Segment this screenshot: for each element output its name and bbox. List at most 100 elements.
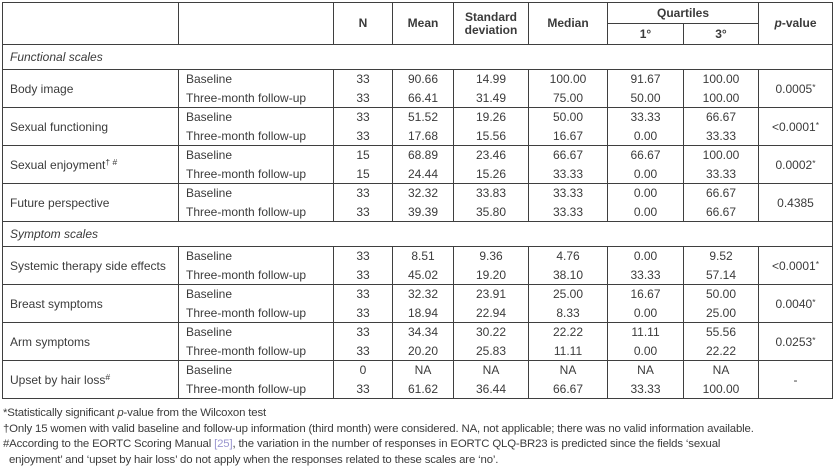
- p-value: <0.0001*: [758, 107, 833, 146]
- footnote-text: #According to the EORTC Scoring Manual: [3, 438, 215, 450]
- timepoint-label: Three-month follow-up: [178, 88, 334, 108]
- q1-value: 0.00: [607, 164, 684, 184]
- q3-value: 100.00: [683, 69, 759, 89]
- median-value: 4.76: [528, 246, 608, 266]
- header-median: Median: [528, 2, 608, 45]
- p-value: 0.0040*: [758, 284, 833, 323]
- header-scale-blank: [2, 2, 179, 45]
- scale-name: Upset by hair loss#: [2, 360, 179, 399]
- timepoint-label: Baseline: [178, 284, 334, 304]
- scale-text: Body image: [10, 81, 74, 96]
- p-value: -: [758, 360, 833, 399]
- median-value: 66.67: [528, 379, 608, 399]
- median-value: 22.22: [528, 322, 608, 342]
- citation-link-25[interactable]: [25]: [214, 438, 233, 450]
- q3-value: 66.67: [683, 107, 759, 127]
- header-quartile-3: 3°: [683, 23, 759, 45]
- sd-value: 25.83: [453, 341, 529, 361]
- q1-value: 33.33: [607, 379, 684, 399]
- q3-value: 25.00: [683, 303, 759, 323]
- median-value: 100.00: [528, 69, 608, 89]
- q3-value: NA: [683, 360, 759, 380]
- q1-value: 66.67: [607, 145, 684, 165]
- header-quartiles: Quartiles: [607, 2, 759, 24]
- footnote-hash-continued: enjoyment’ and ‘upset by hair loss’ do n…: [9, 453, 499, 466]
- n-value: 33: [333, 126, 393, 146]
- q3-value: 9.52: [683, 246, 759, 266]
- timepoint-label: Baseline: [178, 360, 334, 380]
- header-mean: Mean: [392, 2, 454, 45]
- mean-value: 61.62: [392, 379, 454, 399]
- p-value: 0.0002*: [758, 145, 833, 184]
- table-row: Breast symptoms Baseline 33 32.32 23.91 …: [2, 284, 833, 323]
- section-label: Symptom scales: [2, 221, 833, 247]
- scale-text: Sexual enjoyment: [10, 157, 106, 172]
- p-value-text: 0.0253: [775, 334, 813, 349]
- p-value-text: <0.0001: [771, 258, 816, 273]
- scale-sup: #: [105, 371, 111, 382]
- table-row: Systemic therapy side effects Baseline 3…: [2, 246, 833, 285]
- timepoint-label: Three-month follow-up: [178, 164, 334, 184]
- sd-value: 33.83: [453, 183, 529, 203]
- n-value: 15: [333, 164, 393, 184]
- mean-value: 51.52: [392, 107, 454, 127]
- mean-value: 66.41: [392, 88, 454, 108]
- timepoint-label: Three-month follow-up: [178, 126, 334, 146]
- scale-name: Systemic therapy side effects: [2, 246, 179, 285]
- n-value: 33: [333, 322, 393, 342]
- n-value: 33: [333, 69, 393, 89]
- header-timepoint-blank: [178, 2, 334, 45]
- scale-sup: † #: [105, 156, 118, 167]
- table-row: Future perspective Baseline 33 32.32 33.…: [2, 183, 833, 222]
- median-value: NA: [528, 360, 608, 380]
- n-value: 33: [333, 107, 393, 127]
- sd-value: 36.44: [453, 379, 529, 399]
- scale-name: Body image: [2, 69, 179, 108]
- q1-value: 33.33: [607, 107, 684, 127]
- footnote-hash: #According to the EORTC Scoring Manual […: [3, 437, 836, 453]
- timepoint-label: Three-month follow-up: [178, 265, 334, 285]
- median-value: 25.00: [528, 284, 608, 304]
- table-row: Three-month follow-up 33 61.62 36.44 66.…: [3, 379, 833, 399]
- sd-value: 19.26: [453, 107, 529, 127]
- mean-value: 17.68: [392, 126, 454, 146]
- n-value: 33: [333, 246, 393, 266]
- mean-value: 32.32: [392, 183, 454, 203]
- q1-value: 0.00: [607, 246, 684, 266]
- n-value: 33: [333, 284, 393, 304]
- table-row: Arm symptoms Baseline 33 34.34 30.22 22.…: [2, 322, 833, 361]
- sd-value: 35.80: [453, 202, 529, 222]
- q3-value: 66.67: [683, 183, 759, 203]
- q3-value: 33.33: [683, 164, 759, 184]
- p-value-asterisk: *: [812, 81, 816, 92]
- p-value-text: <0.0001: [771, 119, 816, 134]
- median-value: 75.00: [528, 88, 608, 108]
- n-value: 33: [333, 265, 393, 285]
- q1-value: 33.33: [607, 265, 684, 285]
- table-row: Body image Baseline 33 90.66 14.99 100.0…: [2, 69, 833, 108]
- table-row: Three-month follow-up 33 66.41 31.49 75.…: [3, 88, 833, 108]
- p-value-text: 0.0002: [775, 157, 813, 172]
- p-value-asterisk: *: [812, 334, 816, 345]
- p-value: 0.0005*: [758, 69, 833, 108]
- median-value: 38.10: [528, 265, 608, 285]
- footnote-text: *Statistically significant: [3, 407, 118, 419]
- section-row-symptom: Symptom scales: [2, 221, 833, 247]
- sd-value: 9.36: [453, 246, 529, 266]
- q3-value: 33.33: [683, 126, 759, 146]
- footnote-dagger: †Only 15 women with valid baseline and f…: [3, 422, 754, 435]
- q1-value: 0.00: [607, 341, 684, 361]
- n-value: 33: [333, 183, 393, 203]
- footnote-text: , the variation in the number of respons…: [232, 438, 721, 450]
- table-row: Three-month follow-up 33 20.20 25.83 11.…: [3, 341, 833, 361]
- median-value: 8.33: [528, 303, 608, 323]
- q3-value: 100.00: [683, 145, 759, 165]
- footnotes: *Statistically significant p-value from …: [3, 406, 836, 468]
- timepoint-label: Baseline: [178, 246, 334, 266]
- p-value-text: -: [793, 372, 798, 387]
- sd-value: 15.56: [453, 126, 529, 146]
- footnote-text: -value from the Wilcoxon test: [123, 407, 267, 419]
- q1-value: 11.11: [607, 322, 684, 342]
- p-value: 0.4385: [758, 183, 833, 222]
